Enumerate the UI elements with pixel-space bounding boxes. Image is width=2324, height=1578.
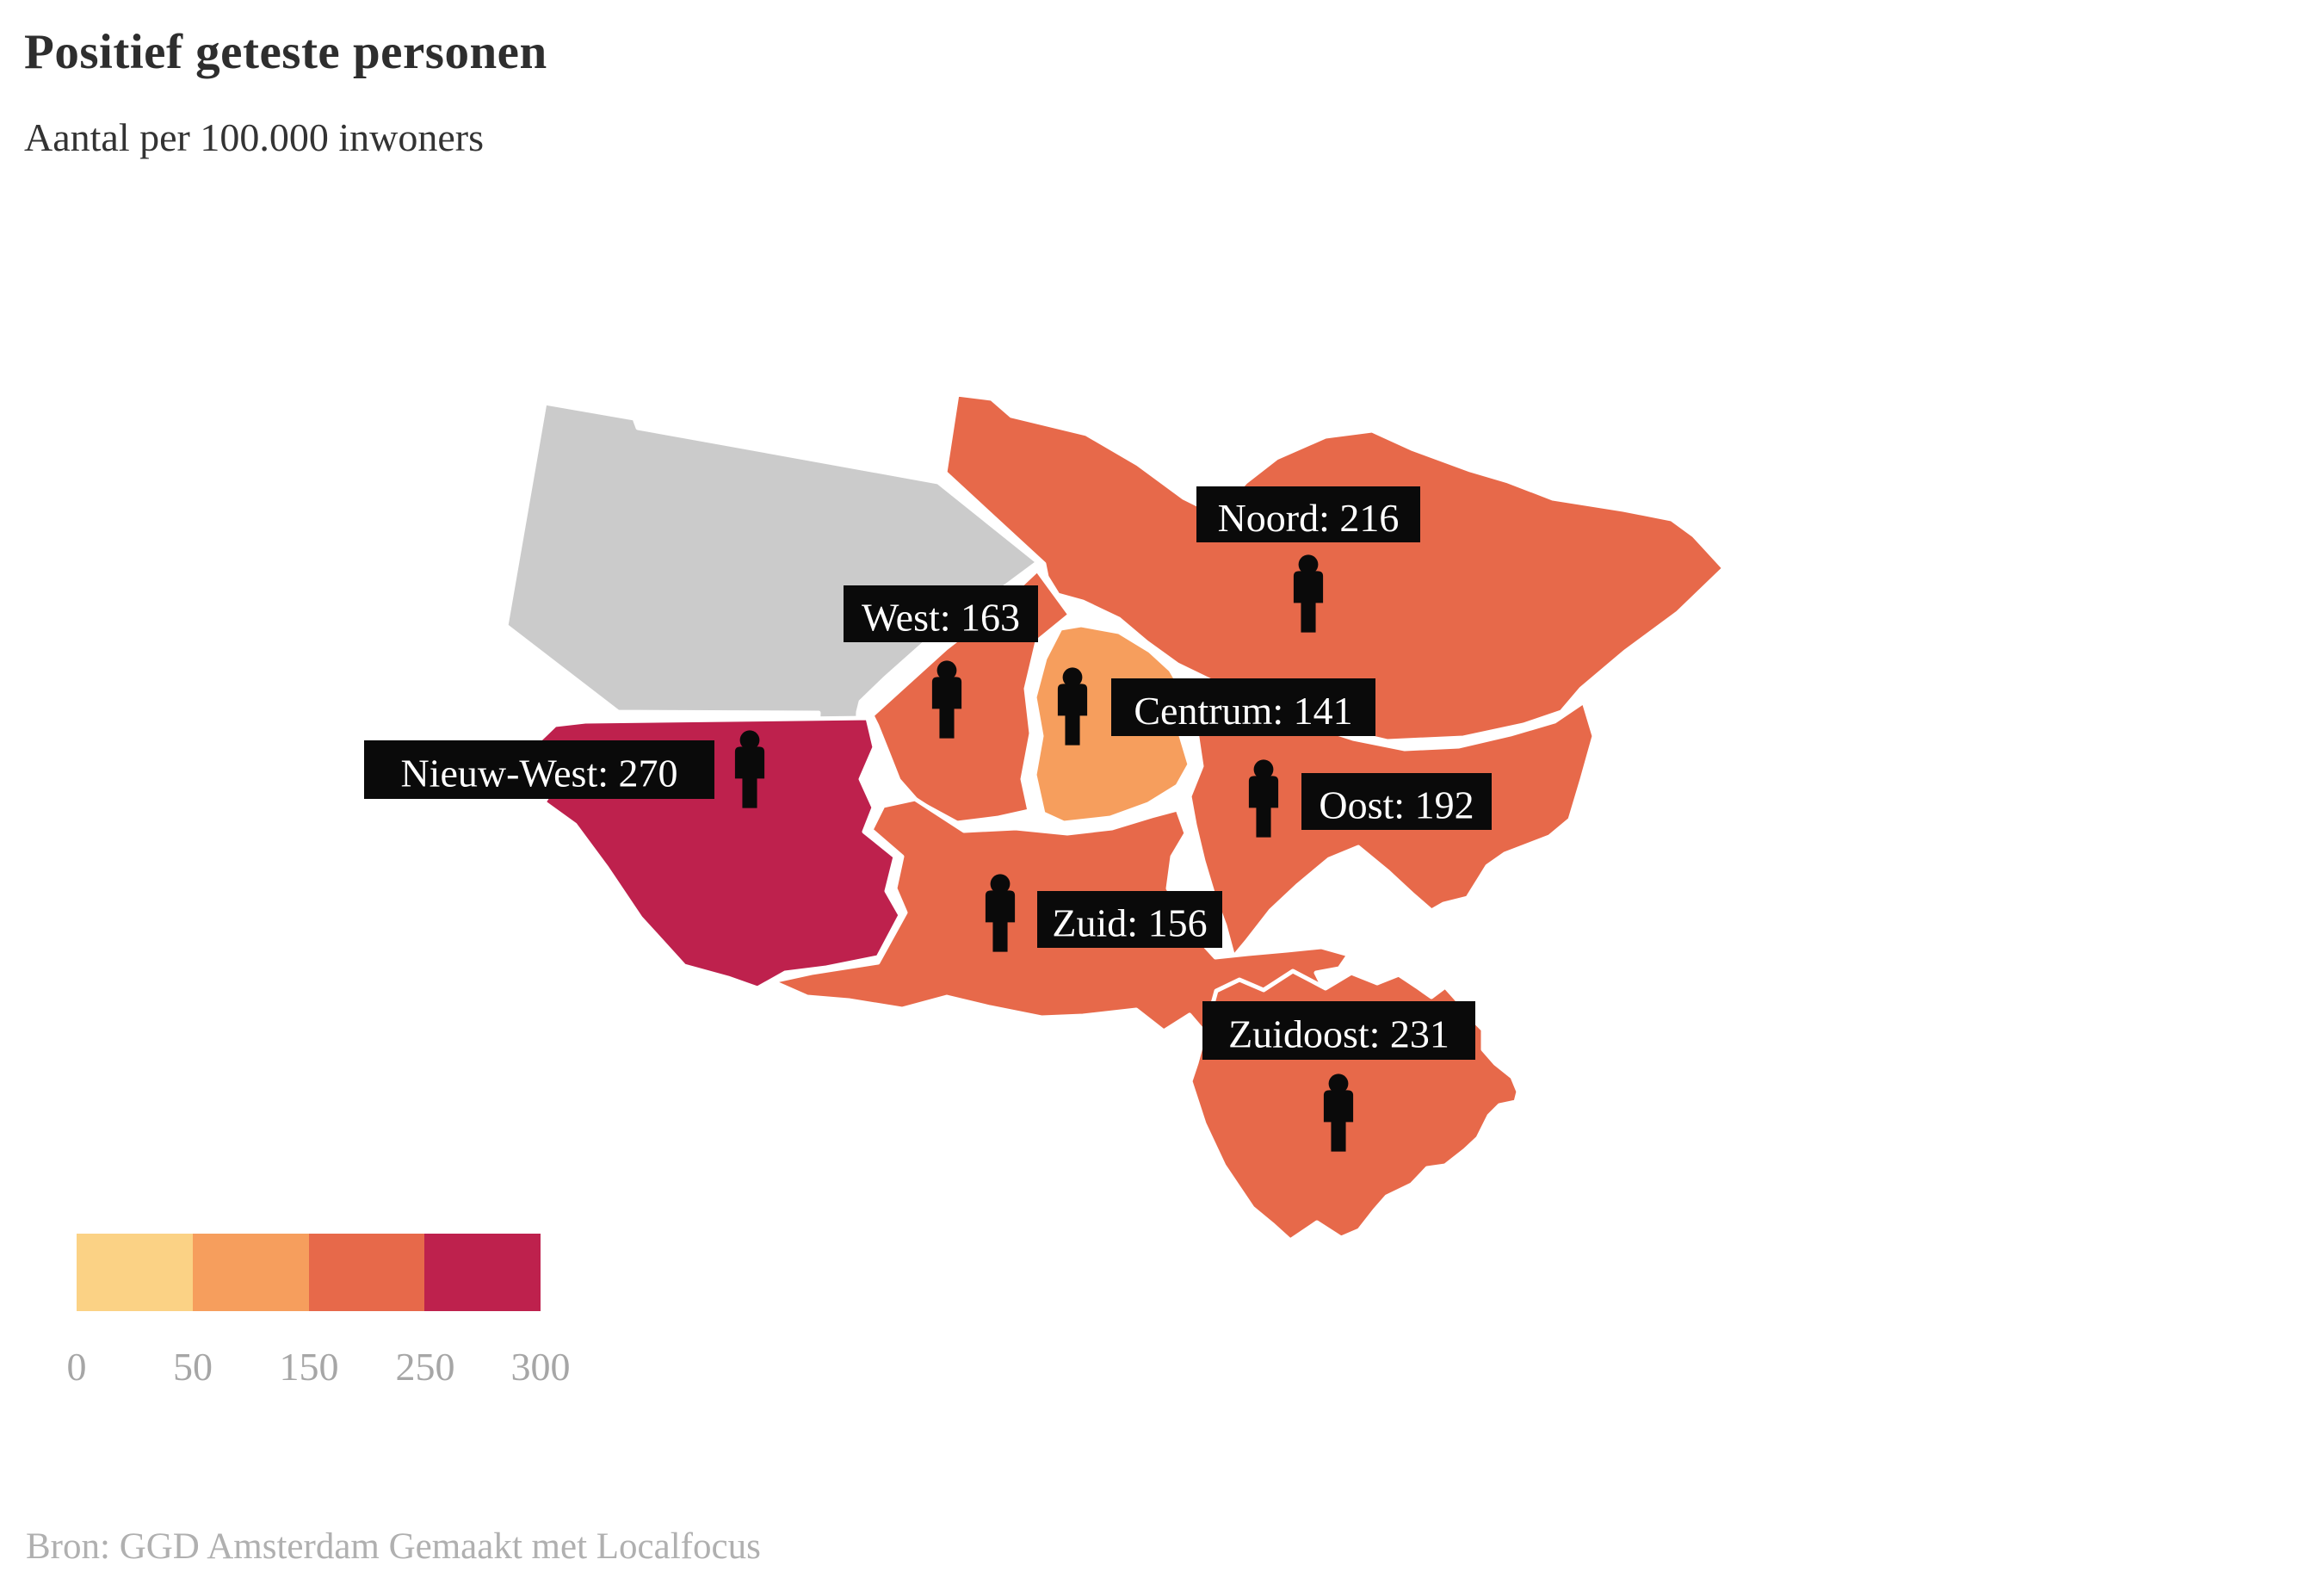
legend-tick: 300: [510, 1345, 571, 1389]
district-label-text: Noord: 216: [1218, 496, 1400, 540]
legend-color-bar: [77, 1234, 541, 1311]
district-label-oost: Oost: 192: [1301, 773, 1492, 830]
district-label-nieuw-west: Nieuw-West: 270: [364, 740, 714, 799]
district-label-text: Oost: 192: [1319, 783, 1474, 827]
legend-tick: 150: [279, 1345, 339, 1389]
page-title: Positief geteste personen: [24, 25, 547, 79]
district-label-text: Centrum: 141: [1134, 689, 1352, 733]
legend-ticks: 0 50 150 250 300: [67, 1344, 571, 1395]
district-label-zuid: Zuid: 156: [1037, 891, 1222, 948]
district-label-centrum: Centrum: 141: [1111, 678, 1375, 736]
legend-tick: 0: [66, 1345, 87, 1389]
legend-swatch-4: [424, 1234, 541, 1311]
district-label-text: Zuidoost: 231: [1228, 1012, 1449, 1056]
legend-swatch-1: [77, 1234, 193, 1311]
district-label-west: West: 163: [844, 585, 1038, 642]
source-credit: Bron: GGD Amsterdam Gemaakt met Localfoc…: [26, 1526, 761, 1567]
header: Positief geteste personen Aantal per 100…: [24, 25, 547, 160]
district-label-text: Nieuw-West: 270: [400, 752, 677, 795]
legend-swatch-3: [308, 1234, 425, 1311]
district-no-data[interactable]: [504, 400, 1041, 740]
legend-tick: 50: [173, 1345, 213, 1389]
legend: 0 50 150 250 300: [67, 1234, 571, 1395]
page-subtitle: Aantal per 100.000 inwoners: [24, 114, 484, 159]
district-label-noord: Noord: 216: [1196, 486, 1420, 542]
legend-tick: 250: [395, 1345, 455, 1389]
district-label-text: Zuid: 156: [1052, 901, 1207, 945]
district-label-zuidoost: Zuidoost: 231: [1202, 1001, 1475, 1060]
legend-swatch-2: [192, 1234, 309, 1311]
district-label-text: West: 163: [862, 596, 1020, 640]
person-icon: [734, 730, 765, 808]
